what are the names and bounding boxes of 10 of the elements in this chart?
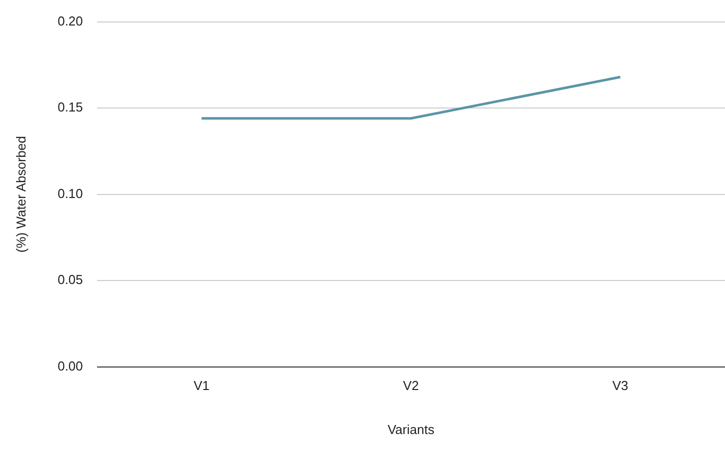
x-tick-label: V2 <box>403 378 419 394</box>
y-tick-label: 0.00 <box>58 358 83 374</box>
y-tick-label: 0.10 <box>58 186 83 201</box>
y-tick-label: 0.05 <box>58 272 83 288</box>
x-tick-label: V3 <box>612 378 628 394</box>
y-tick-label: 0.20 <box>58 13 83 28</box>
x-axis-title: Variants <box>388 422 435 437</box>
y-tick-label: 0.15 <box>58 100 83 115</box>
x-tick-label: V1 <box>194 378 210 394</box>
y-axis-title: (%) Water Absorbed <box>13 136 28 253</box>
